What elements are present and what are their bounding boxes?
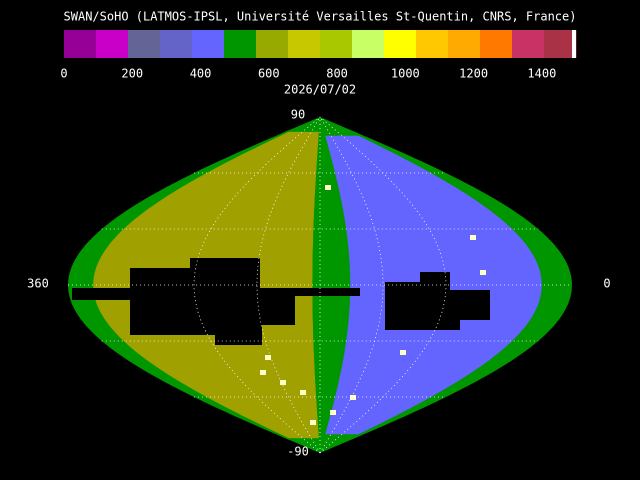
colorbar-segment [384, 30, 417, 58]
colorbar-segment [544, 30, 577, 58]
colorbar-tick-label: 1400 [527, 67, 556, 81]
left-label: 360 [27, 277, 49, 291]
colorbar-segment [288, 30, 321, 58]
colorbar-segment [448, 30, 481, 58]
colorbar-segment [256, 30, 289, 58]
colorbar-tick-label: 0 [60, 67, 67, 81]
colorbar-segment [160, 30, 193, 58]
bright-spot [400, 350, 406, 355]
grid-meridian [319, 116, 447, 454]
grid-meridian [256, 116, 321, 454]
colorbar-segment [512, 30, 545, 58]
occulted-left [72, 258, 360, 345]
bright-spot [480, 270, 486, 275]
colorbar-segment [416, 30, 449, 58]
colorbar-segment [192, 30, 225, 58]
colorbar-tick-label: 800 [326, 67, 348, 81]
grid-meridian [193, 116, 321, 454]
colorbar-tick-label: 400 [190, 67, 212, 81]
colorbar-segment [320, 30, 353, 58]
bright-spot [280, 380, 286, 385]
bright-spot [310, 420, 316, 425]
colorbar-tick-label: 1200 [459, 67, 488, 81]
colorbar-segment [224, 30, 257, 58]
bright-spot [300, 390, 306, 395]
bright-spot [260, 370, 266, 375]
bright-spot [325, 185, 331, 190]
bright-spot [330, 410, 336, 415]
colorbar-tick-label: 600 [258, 67, 280, 81]
colorbar-segment [352, 30, 385, 58]
sky-map [68, 116, 572, 454]
colorbar: 0 200 400 600 800 1000 1200 1400 [60, 30, 577, 81]
colorbar-segment [128, 30, 161, 58]
colorbar-segment [64, 30, 97, 58]
right-label: 0 [603, 277, 610, 291]
bright-spot [470, 235, 476, 240]
title: SWAN/SoHO (LATMOS-IPSL, Université Versa… [64, 10, 577, 24]
colorbar-segment [96, 30, 129, 58]
date: 2026/07/02 [284, 83, 356, 97]
colorbar-end [572, 30, 576, 58]
bright-spot [265, 355, 271, 360]
sky-band [312, 117, 351, 453]
colorbar-segment [480, 30, 513, 58]
bright-spot [350, 395, 356, 400]
occulted-right [385, 272, 490, 330]
top-label: 90 [291, 108, 305, 122]
grid-meridian [319, 116, 384, 454]
colorbar-tick-label: 200 [121, 67, 143, 81]
bottom-label: -90 [287, 445, 309, 459]
colorbar-tick-label: 1000 [391, 67, 420, 81]
